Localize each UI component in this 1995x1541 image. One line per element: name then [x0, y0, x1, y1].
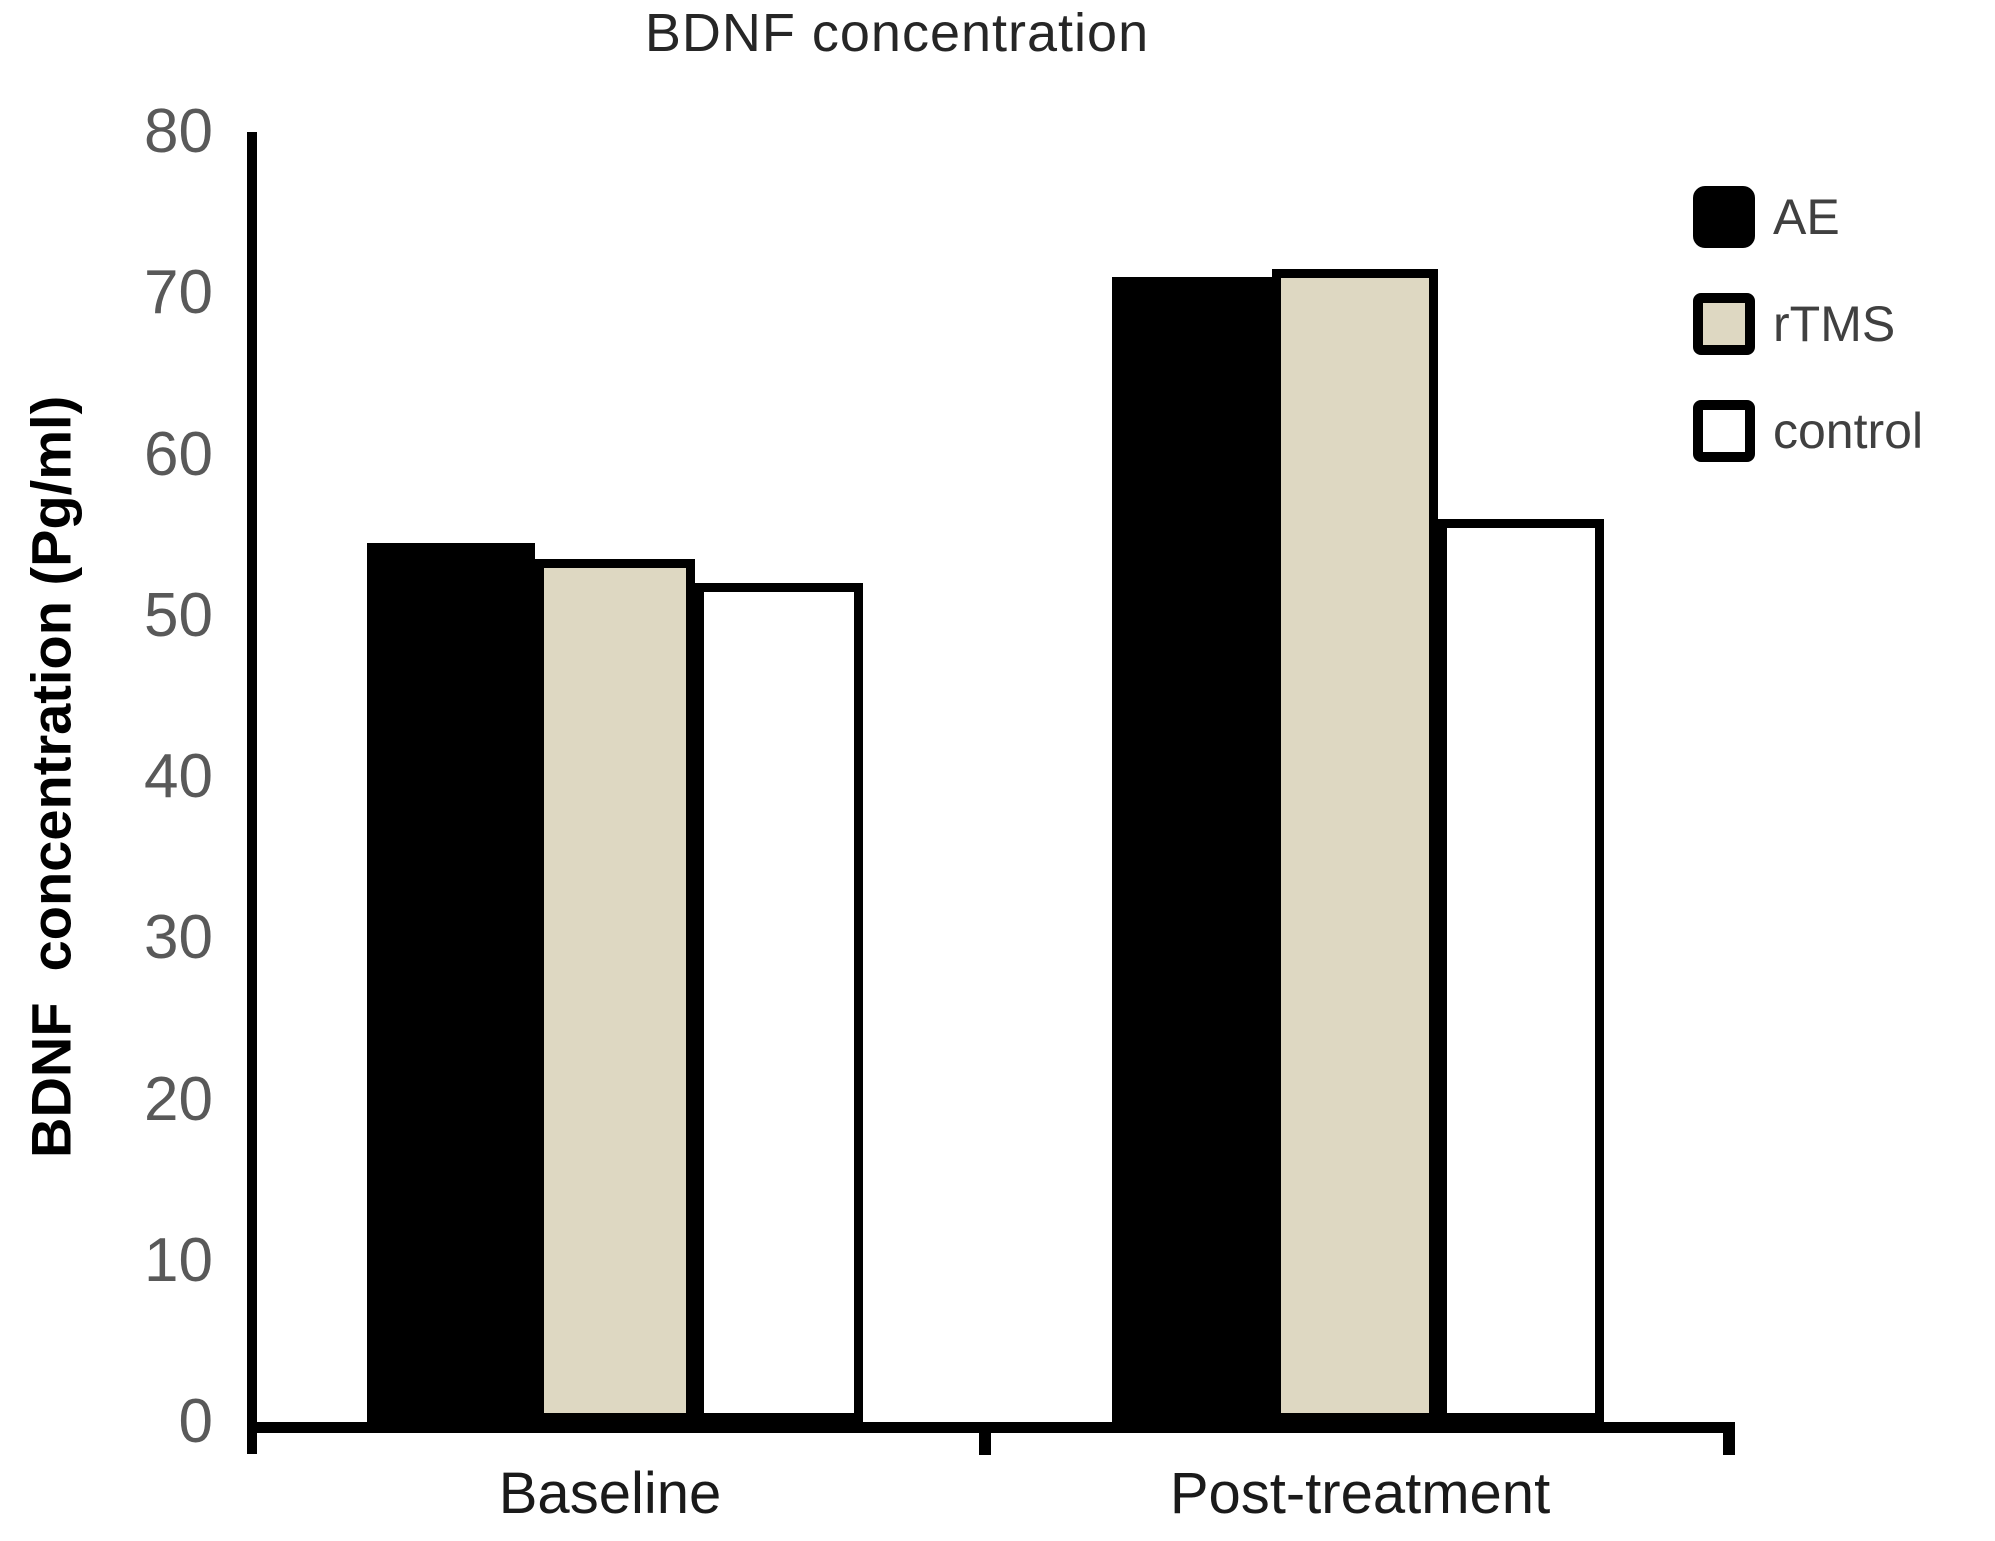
- y-tick-label: 60: [144, 419, 213, 489]
- y-tick-label: 70: [144, 258, 213, 328]
- legend-swatch-rtms: [1693, 293, 1755, 355]
- y-axis-tick-labels: 0 10 20 30 40 50 60 70 80: [0, 97, 225, 1456]
- legend-swatch-ae: [1693, 186, 1755, 248]
- y-tick-label: 50: [144, 580, 213, 650]
- x-label-post-treatment: Post-treatment: [1169, 1461, 1551, 1526]
- legend-item-ae: AE: [1693, 186, 1993, 248]
- legend-item-rtms: rTMS: [1693, 293, 1993, 355]
- y-tick-label: 0: [178, 1387, 213, 1456]
- plot-area: [257, 132, 1735, 1422]
- bar-post-treatment-rtms: [1272, 269, 1438, 1422]
- y-tick-label: 40: [144, 742, 213, 811]
- y-tick-label: 80: [144, 97, 213, 166]
- x-axis-category-labels: Baseline Post-treatment: [0, 1460, 1995, 1530]
- bar-post-treatment-control: [1438, 519, 1604, 1422]
- bar-post-treatment-ae: [1112, 277, 1272, 1422]
- bar-baseline-control: [695, 583, 863, 1422]
- y-axis-line: [247, 132, 257, 1454]
- x-axis-mid-tick: [979, 1422, 991, 1455]
- legend-label-ae: AE: [1773, 189, 1840, 245]
- y-tick-label: 10: [144, 1225, 213, 1295]
- x-axis-end-tick: [1723, 1422, 1735, 1455]
- bar-baseline-rtms: [535, 559, 695, 1422]
- chart-title: BDNF concentration: [644, 3, 1150, 63]
- bar-baseline-ae: [367, 543, 535, 1422]
- legend-label-rtms: rTMS: [1773, 296, 1896, 352]
- x-axis-line: [247, 1422, 1735, 1433]
- legend-swatch-control: [1693, 400, 1755, 462]
- y-tick-label: 30: [144, 903, 213, 973]
- legend-item-control: control: [1693, 400, 1993, 462]
- x-label-baseline: Baseline: [498, 1461, 722, 1526]
- legend: AE rTMS control: [1693, 186, 1993, 507]
- y-tick-label: 20: [144, 1064, 213, 1134]
- legend-label-control: control: [1773, 403, 1924, 459]
